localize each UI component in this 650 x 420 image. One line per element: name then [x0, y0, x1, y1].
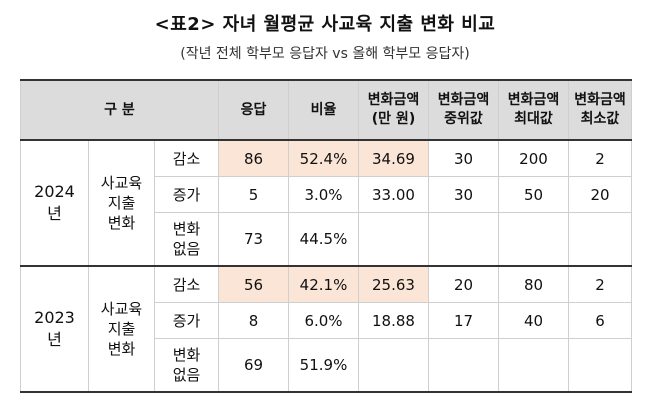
- category-line1: 사교육: [100, 300, 143, 318]
- max-cell: 200: [498, 139, 569, 177]
- row-label-line2: 없음: [172, 366, 201, 384]
- max-cell: [498, 338, 569, 393]
- ratio-cell: 52.4%: [288, 139, 359, 177]
- header-max-line1: 변화금액: [507, 92, 560, 108]
- amount-cell: 25.63: [358, 265, 429, 303]
- header-median-line1: 변화금액: [437, 92, 490, 108]
- row-label: 감소: [154, 265, 219, 303]
- ratio-cell: 42.1%: [288, 265, 359, 303]
- max-cell: [498, 212, 569, 267]
- max-cell: 40: [498, 302, 569, 339]
- responses-cell: 73: [218, 212, 289, 267]
- header-amount-line1: 변화금액: [367, 92, 420, 108]
- amount-cell: 33.00: [358, 176, 429, 213]
- row-label-line2: 없음: [172, 240, 201, 258]
- min-cell: [568, 338, 632, 393]
- ratio-cell: 6.0%: [288, 302, 359, 339]
- year-cell: 2023 년: [20, 265, 89, 393]
- year-value: 2024: [34, 182, 75, 201]
- median-cell: 20: [428, 265, 499, 303]
- header-responses: 응답: [218, 79, 289, 141]
- row-label: 증가: [154, 302, 219, 339]
- header-max-line2: 최대값: [514, 111, 553, 127]
- header-category: 구 분: [20, 79, 219, 141]
- row-label-line1: 변화: [172, 346, 201, 364]
- table-row: 증가 8 6.0% 18.88 17 40 6: [21, 302, 632, 339]
- header-min-line1: 변화금액: [574, 92, 626, 108]
- median-cell: 30: [428, 176, 499, 213]
- year-suffix: 년: [47, 330, 62, 349]
- responses-cell: 8: [218, 302, 289, 339]
- header-min-line2: 최소값: [580, 111, 620, 127]
- amount-cell: [358, 338, 429, 393]
- year-suffix: 년: [47, 204, 62, 223]
- responses-cell: 86: [218, 139, 289, 177]
- header-ratio: 비율: [288, 79, 359, 141]
- table-row: 증가 5 3.0% 33.00 30 50 20: [21, 176, 632, 213]
- ratio-cell: 3.0%: [288, 176, 359, 213]
- amount-cell: 34.69: [358, 139, 429, 177]
- ratio-cell: 51.9%: [288, 338, 359, 393]
- category-line2: 지출: [107, 194, 136, 212]
- header-median-line2: 중위값: [444, 111, 483, 127]
- table-subtitle: (작년 전체 학부모 응답자 vs 올해 학부모 응답자): [180, 46, 470, 62]
- responses-cell: 5: [218, 176, 289, 213]
- category-line1: 사교육: [100, 174, 143, 192]
- min-cell: 2: [568, 139, 632, 177]
- median-cell: [428, 212, 499, 267]
- header-amount: 변화금액 (만 원): [358, 79, 429, 141]
- category-line3: 변화: [107, 214, 136, 232]
- responses-cell: 69: [218, 338, 289, 393]
- min-cell: 2: [568, 265, 632, 303]
- max-cell: 80: [498, 265, 569, 303]
- amount-cell: [358, 212, 429, 267]
- category-line3: 변화: [107, 340, 136, 358]
- median-cell: 30: [428, 139, 499, 177]
- header-amount-line2: (만 원): [371, 111, 416, 127]
- median-cell: 17: [428, 302, 499, 339]
- year-value: 2023: [34, 308, 75, 327]
- min-cell: 6: [568, 302, 632, 339]
- responses-cell: 56: [218, 265, 289, 303]
- median-cell: [428, 338, 499, 393]
- min-cell: [568, 212, 632, 267]
- table-title: <표2> 자녀 월평균 사교육 지출 변화 비교: [154, 14, 496, 35]
- row-label: 감소: [154, 139, 219, 177]
- row-label-line1: 변화: [172, 220, 201, 238]
- row-label: 증가: [154, 176, 219, 213]
- max-cell: 50: [498, 176, 569, 213]
- ratio-cell: 44.5%: [288, 212, 359, 267]
- category-line2: 지출: [107, 320, 136, 338]
- min-cell: 20: [568, 176, 632, 213]
- amount-cell: 18.88: [358, 302, 429, 339]
- year-cell: 2024 년: [20, 139, 89, 267]
